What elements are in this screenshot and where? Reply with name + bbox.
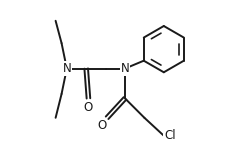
Text: N: N (120, 62, 130, 75)
Text: N: N (62, 62, 71, 75)
Text: O: O (97, 119, 106, 133)
Text: Cl: Cl (164, 129, 175, 142)
Text: O: O (84, 101, 93, 114)
